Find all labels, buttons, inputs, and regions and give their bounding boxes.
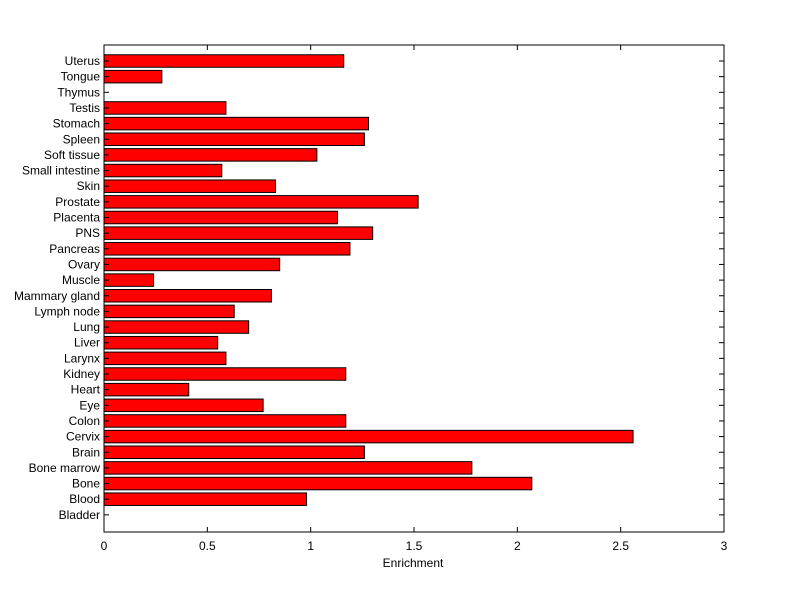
- bar-pancreas: [103, 242, 351, 256]
- bar-tongue: [103, 69, 163, 84]
- bar-testis: [103, 101, 227, 115]
- bar-liver: [103, 335, 219, 350]
- bars-group: [103, 54, 634, 506]
- y-tick-label: Lymph node: [34, 304, 100, 318]
- y-tick-label: Liver: [74, 336, 100, 350]
- y-tick-label: Brain: [72, 445, 100, 459]
- y-tick-label: Blood: [69, 492, 100, 506]
- y-tick-label: Testis: [69, 101, 100, 115]
- y-tick-label: Kidney: [63, 367, 100, 381]
- y-tick-label: Skin: [77, 179, 100, 193]
- y-tick-label: Tongue: [61, 70, 101, 84]
- y-tick-label: Cervix: [66, 430, 100, 444]
- y-tick-label: Pancreas: [49, 242, 100, 256]
- y-tick-label: Bone marrow: [29, 461, 101, 475]
- x-axis: 0 0.5 1 1.5 2 2.5 3: [101, 45, 728, 553]
- bar-blood: [103, 492, 308, 506]
- bar-spleen: [103, 132, 365, 146]
- bar-placenta: [103, 210, 339, 225]
- bar-bone: [103, 476, 533, 491]
- y-tick-label: Thymus: [57, 85, 100, 99]
- y-tick-label: Colon: [69, 414, 100, 428]
- bar-cervix: [103, 429, 634, 444]
- y-tick-label: Placenta: [53, 211, 100, 225]
- y-tick-label: Bladder: [59, 508, 100, 522]
- bar-brain: [103, 445, 365, 459]
- y-tick-label: Bone: [72, 477, 100, 491]
- x-tick-label: 1: [307, 539, 314, 553]
- x-tick-label: 0.5: [199, 539, 216, 553]
- bar-muscle: [103, 273, 155, 287]
- y-tick-label: Ovary: [68, 257, 100, 271]
- x-tick-label: 2: [514, 539, 521, 553]
- bar-stomach: [103, 116, 370, 131]
- bar-prostate: [103, 195, 419, 209]
- bar-colon: [103, 414, 347, 428]
- x-tick-label: 3: [721, 539, 728, 553]
- bar-mammary-gland: [103, 289, 272, 303]
- y-tick-label: Eye: [79, 398, 100, 412]
- bar-soft-tissue: [103, 148, 318, 162]
- bar-ovary: [103, 257, 281, 272]
- bar-small-intestine: [103, 163, 223, 178]
- x-tick-label: 0: [101, 539, 108, 553]
- y-tick-label: Soft tissue: [44, 148, 100, 162]
- y-tick-label: PNS: [75, 226, 100, 240]
- bar-eye: [103, 398, 264, 413]
- x-tick-label: 1.5: [406, 539, 423, 553]
- bar-lymph-node: [103, 304, 235, 319]
- y-tick-label: Larynx: [64, 351, 100, 365]
- bar-larynx: [103, 351, 227, 366]
- y-tick-label: Small intestine: [22, 164, 100, 178]
- y-tick-label: Muscle: [62, 273, 100, 287]
- bar-heart: [103, 382, 190, 397]
- bar-bone-marrow: [103, 461, 473, 475]
- y-tick-label: Spleen: [63, 132, 100, 146]
- y-tick-label: Uterus: [65, 54, 100, 68]
- x-tick-label: 2.5: [612, 539, 629, 553]
- y-tick-label: Lung: [73, 320, 100, 334]
- y-tick-label: Stomach: [53, 117, 100, 131]
- bar-pns: [103, 226, 374, 240]
- y-tick-label: Mammary gland: [14, 289, 100, 303]
- y-tick-label: Prostate: [55, 195, 100, 209]
- x-axis-label: Enrichment: [383, 556, 444, 570]
- y-tick-label: Heart: [71, 383, 101, 397]
- bar-skin: [103, 179, 277, 193]
- bar-kidney: [103, 367, 347, 381]
- bar-uterus: [103, 54, 345, 68]
- bar-lung: [103, 320, 250, 334]
